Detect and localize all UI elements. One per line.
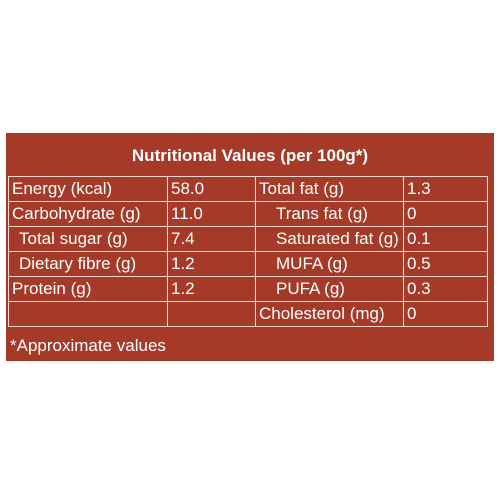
nutrient-label: Protein (g)	[8, 276, 168, 302]
nutrient-value: 1.3	[403, 176, 488, 202]
nutrient-value: 0.5	[403, 251, 488, 277]
nutrition-table: Energy (kcal) 58.0 Total fat (g) 1.3 Car…	[8, 176, 488, 327]
nutrient-value: 0	[403, 301, 488, 327]
nutrient-label: Carbohydrate (g)	[8, 201, 168, 227]
nutrient-label: Total sugar (g)	[8, 226, 168, 252]
table-row: Total sugar (g) 7.4 Saturated fat (g) 0.…	[8, 226, 488, 252]
nutrient-label: Trans fat (g)	[255, 201, 404, 227]
table-row: Energy (kcal) 58.0 Total fat (g) 1.3	[8, 176, 488, 202]
nutrient-value: 0.3	[403, 276, 488, 302]
nutrient-value: 7.4	[167, 226, 256, 252]
footnote: *Approximate values	[10, 336, 166, 355]
table-title: Nutritional Values (per 100g*)	[131, 146, 369, 165]
nutrient-label	[8, 301, 168, 327]
nutrient-label: PUFA (g)	[255, 276, 404, 302]
nutrient-value: 0.1	[403, 226, 488, 252]
nutrient-value: 0	[403, 201, 488, 227]
nutrient-value	[167, 301, 256, 327]
nutrition-panel: Nutritional Values (per 100g*) Energy (k…	[6, 133, 494, 361]
nutrient-value: 1.2	[167, 251, 256, 277]
table-row: Carbohydrate (g) 11.0 Trans fat (g) 0	[8, 201, 488, 227]
nutrient-value: 1.2	[167, 276, 256, 302]
nutrient-label: Cholesterol (mg)	[255, 301, 404, 327]
nutrient-label: MUFA (g)	[255, 251, 404, 277]
nutrient-label: Saturated fat (g)	[255, 226, 404, 252]
nutrient-value: 11.0	[167, 201, 256, 227]
nutrient-label: Dietary fibre (g)	[8, 251, 168, 277]
nutrient-label: Total fat (g)	[255, 176, 404, 202]
nutrient-label: Energy (kcal)	[8, 176, 168, 202]
nutrient-value: 58.0	[167, 176, 256, 202]
table-row: Protein (g) 1.2 PUFA (g) 0.3	[8, 276, 488, 302]
table-row: Cholesterol (mg) 0	[8, 301, 488, 327]
table-row: Dietary fibre (g) 1.2 MUFA (g) 0.5	[8, 251, 488, 277]
